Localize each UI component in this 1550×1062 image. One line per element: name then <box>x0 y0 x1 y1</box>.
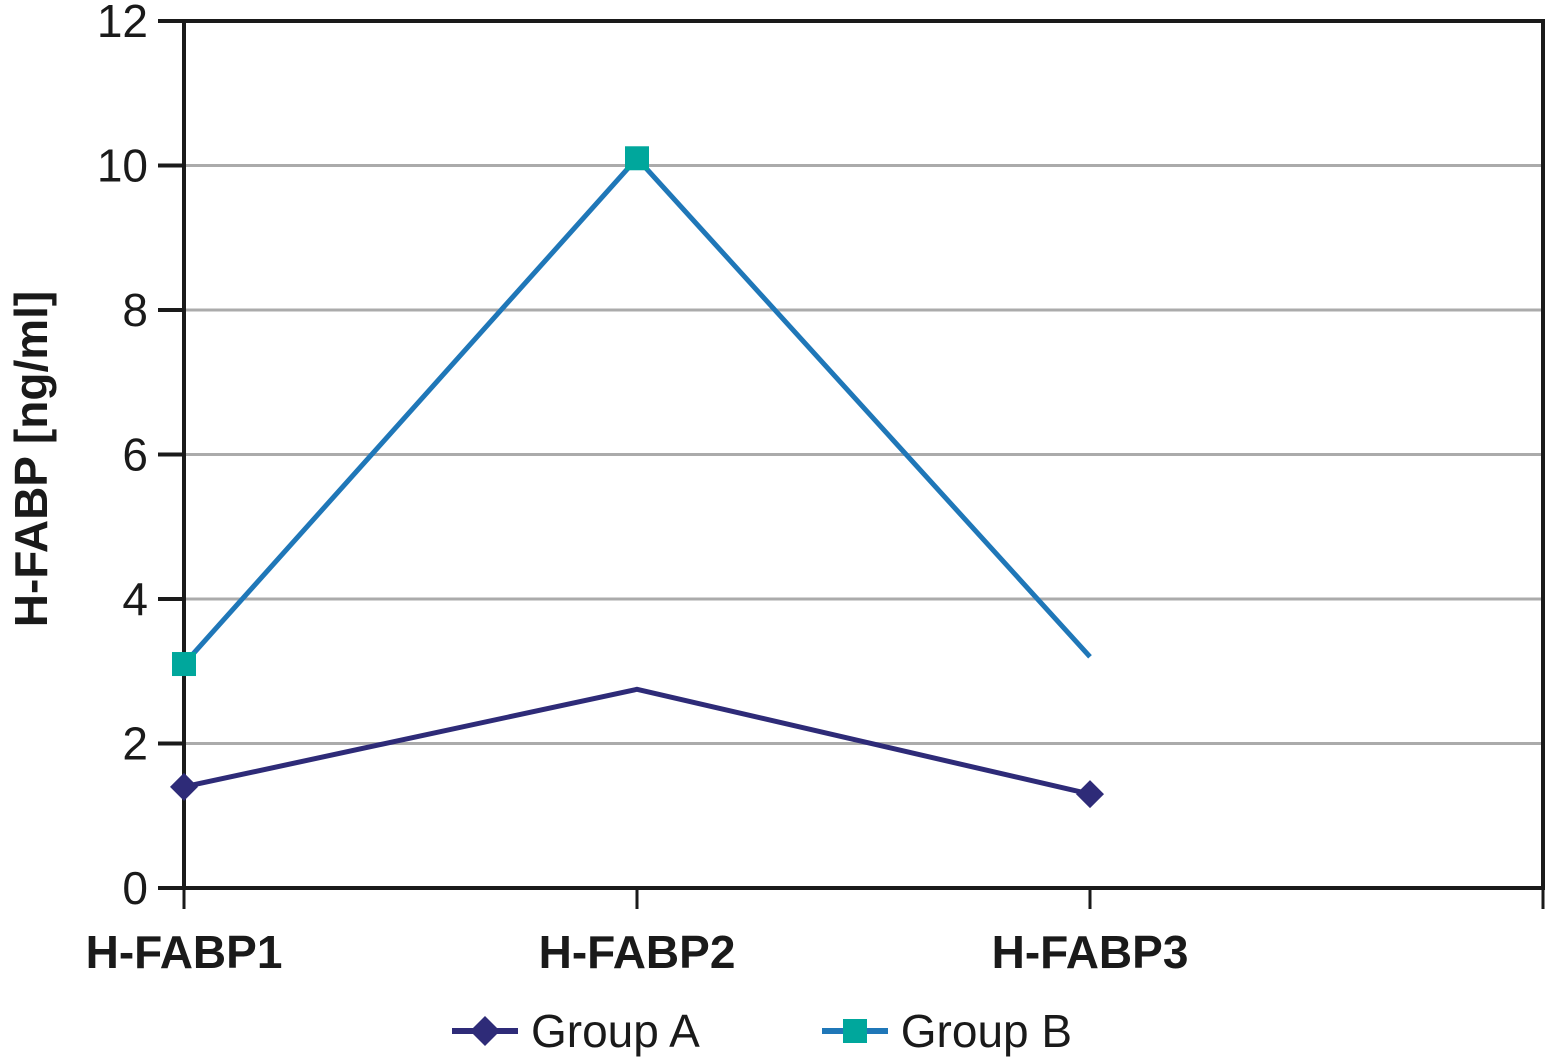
x-category-label: H-FABP3 <box>992 926 1189 978</box>
series-marker-square <box>172 652 196 677</box>
legend: Group A Group B <box>452 1000 1072 1062</box>
x-category-label: H-FABP1 <box>86 926 283 978</box>
y-tick-label: 10 <box>97 140 148 192</box>
series-line-0 <box>183 686 1091 797</box>
x-category-label: H-FABP2 <box>539 926 736 978</box>
y-tick-label: 0 <box>122 862 148 914</box>
series-marker-diamond <box>170 772 198 801</box>
group-b-line-square-icon <box>821 1019 888 1043</box>
y-tick-label: 12 <box>97 0 148 47</box>
y-tick-label: 6 <box>122 429 148 481</box>
legend-item-group-b: Group B <box>821 1004 1073 1058</box>
y-axis-title: H-FABP [ng/ml] <box>5 290 57 628</box>
y-tick-label: 8 <box>122 284 148 336</box>
group-a-line-diamond-icon <box>452 1016 518 1046</box>
legend-label-group-a: Group A <box>531 1005 700 1057</box>
legend-item-group-a: Group A <box>452 1004 700 1058</box>
series-line-1 <box>182 154 1092 666</box>
y-tick-label: 2 <box>122 718 148 770</box>
y-tick-label: 4 <box>122 573 148 625</box>
legend-label-group-b: Group B <box>900 1005 1073 1057</box>
series-marker-diamond <box>1076 780 1104 809</box>
series-marker-square <box>625 146 649 171</box>
